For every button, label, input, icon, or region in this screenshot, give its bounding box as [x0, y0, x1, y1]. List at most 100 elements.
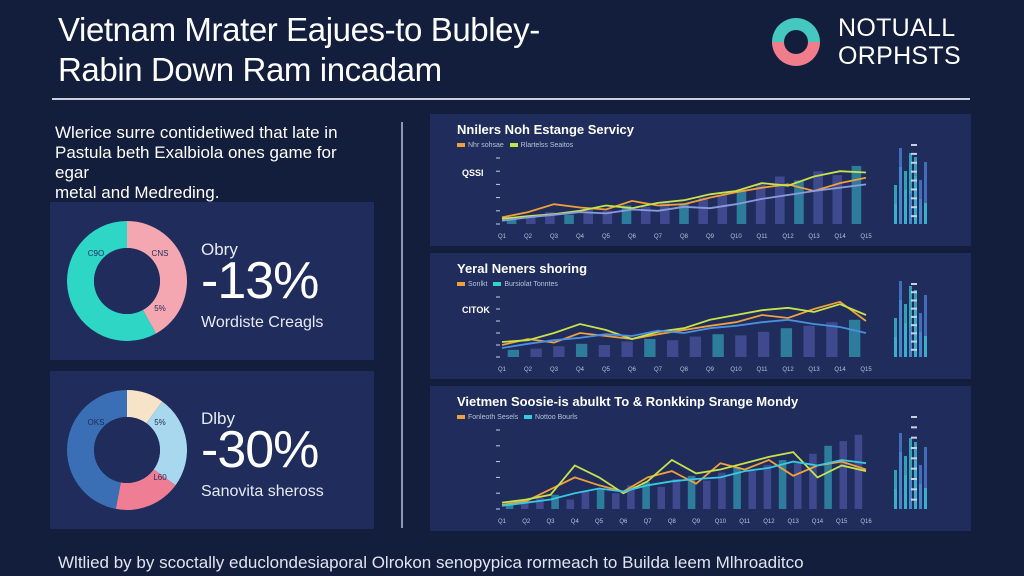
- x-tick-label: Q9: [706, 367, 715, 373]
- intro-line-3: metal and Medreding.: [55, 183, 220, 202]
- logo-text-line-1: NOTUALL: [838, 14, 956, 42]
- stat-label: Dlby: [201, 409, 236, 428]
- x-tick-label: Q1: [498, 367, 507, 373]
- chart-bar: [545, 212, 555, 224]
- chart-bar: [813, 171, 823, 224]
- side-bar: [924, 447, 927, 509]
- side-bar: [904, 456, 907, 509]
- x-tick-label: Q15: [836, 519, 848, 525]
- chart-bar: [832, 175, 843, 224]
- x-tick-label: Q9: [706, 234, 715, 240]
- chart-title: Yeral Neners shoring: [457, 261, 588, 276]
- chart-bar: [775, 176, 785, 224]
- x-tick-label: Q5: [595, 519, 604, 525]
- chart-bar: [679, 204, 689, 224]
- chart-bar: [763, 464, 772, 509]
- brand-logo-icon: [772, 18, 820, 66]
- chart-bar: [793, 463, 802, 509]
- series-line: [501, 451, 867, 504]
- side-bar: [899, 281, 902, 357]
- chart-panel-1: Q1 Q2 Q3 Q4 Q5 Q6 Q7 Q8 Q9 Q10 Q11 Q12 Q13 Q14 Q15 Nni…: [430, 114, 971, 246]
- x-tick-label: Q12: [782, 234, 794, 240]
- chart-bar: [778, 460, 787, 509]
- chart-title: Vietmen Soosie-is abulkt To & Ronkkinp S…: [457, 394, 799, 409]
- chart-bar: [575, 343, 588, 357]
- chart-bar: [506, 217, 517, 224]
- chart-bar: [583, 209, 593, 224]
- x-tick-label: Q13: [788, 519, 800, 525]
- header-divider: [52, 98, 970, 100]
- chart-bar: [520, 501, 529, 509]
- chart-bar: [839, 441, 848, 509]
- side-tick: [911, 315, 917, 318]
- side-bar: [909, 194, 912, 224]
- side-bar: [899, 433, 902, 509]
- chart-y-label: CITOK: [462, 305, 490, 315]
- x-tick-label: Q5: [602, 367, 611, 373]
- x-tick-label: Q16: [860, 519, 872, 525]
- chart-bar: [824, 445, 832, 509]
- chart-bar: [564, 214, 574, 224]
- x-tick-label: Q13: [808, 367, 820, 373]
- stat-caption: Sanovita sheross: [201, 483, 324, 500]
- side-tick: [911, 457, 917, 460]
- side-bar: [914, 442, 917, 509]
- side-tick: [911, 144, 917, 146]
- chart-legend: Sonlkt Bursiolat Tonntes: [457, 281, 558, 288]
- chart-bar: [525, 216, 536, 224]
- side-bar: [899, 148, 902, 224]
- x-tick-label: Q10: [730, 367, 742, 373]
- side-bar: [909, 286, 912, 357]
- chart-bar: [809, 453, 817, 509]
- side-tick: [911, 179, 917, 182]
- side-tick: [911, 170, 917, 173]
- chart-bar: [803, 325, 815, 357]
- chart-bar: [581, 491, 590, 509]
- legend-label: Nottoo Bourls: [535, 414, 578, 421]
- x-tick-label: Q14: [834, 367, 846, 373]
- x-tick-label: Q6: [628, 367, 637, 373]
- x-tick-label: Q7: [644, 519, 653, 525]
- chart-legend: Fonleoth Sesels Nottoo Bourls: [457, 414, 577, 421]
- x-tick-label: Q3: [550, 367, 559, 373]
- x-tick-label: Q8: [680, 367, 689, 373]
- x-tick-label: Q1: [498, 519, 507, 525]
- chart-bar: [854, 434, 863, 509]
- x-tick-label: Q2: [524, 367, 533, 373]
- chart-y-label: QSSI: [462, 168, 484, 178]
- x-tick-label: Q14: [812, 519, 824, 525]
- chart-bar: [717, 194, 728, 224]
- side-tick: [911, 488, 917, 491]
- intro-text: Wlerice surre contidetiwed that late in …: [55, 123, 375, 203]
- chart-bar: [780, 328, 793, 357]
- logo-text-line-2: ORPHSTS: [838, 42, 961, 70]
- side-bar: [894, 318, 897, 357]
- series-line: [501, 458, 867, 506]
- legend-label: Sonlkt: [468, 281, 488, 288]
- chart-bar: [551, 494, 559, 509]
- stat-card-1: C9O CNS 5% Obry -13% Wordiste Creagls: [50, 202, 374, 360]
- side-tick: [911, 215, 917, 218]
- side-bar: [924, 336, 927, 357]
- side-tick: [911, 332, 917, 335]
- stat-value: -30%: [201, 421, 319, 479]
- side-tick: [911, 291, 917, 294]
- chart-bar: [644, 339, 656, 357]
- x-tick-label: Q7: [654, 367, 663, 373]
- side-bar: [904, 171, 907, 224]
- donut-hole: [94, 248, 160, 314]
- chart-bar: [505, 502, 514, 509]
- side-tick: [911, 188, 917, 191]
- chart-bar: [826, 322, 838, 357]
- x-tick-label: Q4: [576, 234, 585, 240]
- chart-bar: [755, 184, 766, 224]
- chart-bar: [598, 345, 611, 357]
- chart-bar: [621, 205, 632, 224]
- side-bar: [914, 157, 917, 224]
- legend-swatch: [493, 282, 502, 287]
- intro-line-1: Wlerice surre contidetiwed that late in: [55, 123, 338, 142]
- stat-donut-chart: C9O CNS 5%: [67, 221, 188, 341]
- x-tick-label: Q3: [547, 519, 556, 525]
- x-tick-label: Q4: [576, 367, 585, 373]
- chart-bar: [712, 334, 724, 357]
